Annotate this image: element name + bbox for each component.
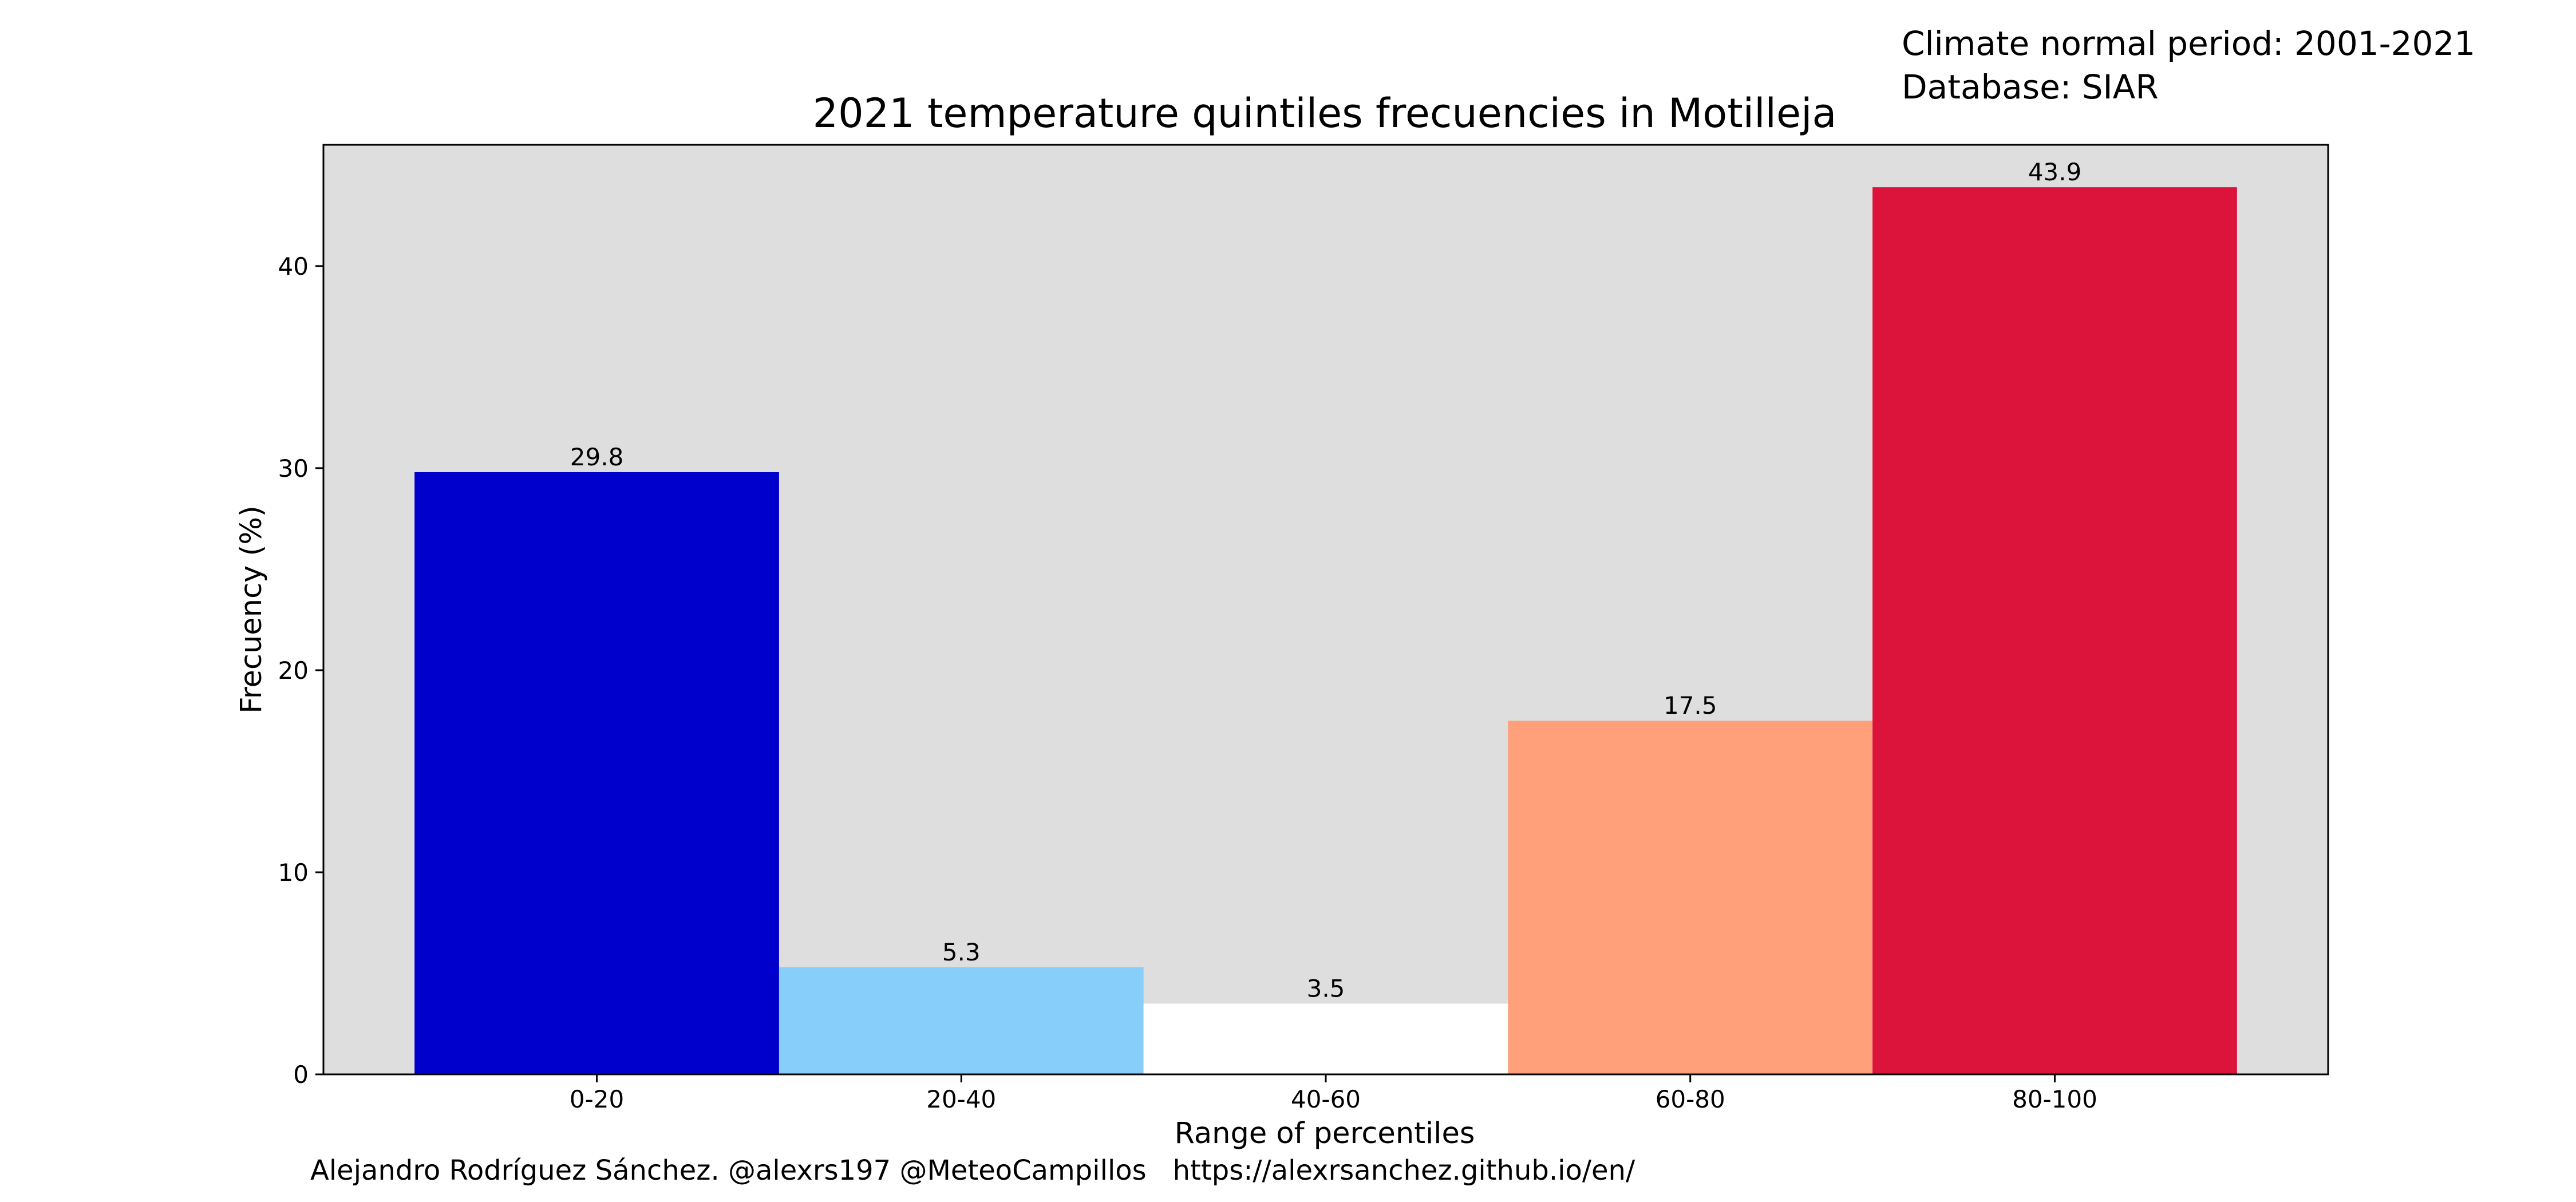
bar-80-100: [1872, 187, 2237, 1074]
x-tick-label: 80-100: [2012, 1085, 2097, 1113]
y-tick-label: 30: [278, 454, 309, 483]
x-axis-ticks: 0-20 20-40 40-60 60-80 80-100: [570, 1074, 2097, 1113]
x-tick-label: 0-20: [570, 1085, 624, 1113]
y-tick-label: 0: [293, 1061, 309, 1089]
y-tick-label: 10: [278, 859, 309, 887]
y-tick-label: 40: [278, 252, 309, 280]
bar-value-label: 5.3: [942, 938, 981, 966]
database-text: Database: SIAR: [1902, 68, 2159, 106]
author-website: https://alexrsanchez.github.io/en/: [1172, 1154, 1635, 1187]
bar-value-label: 17.5: [1664, 691, 1717, 719]
chart-meta-info: Climate normal period: 2001-2021 Databas…: [1902, 22, 2475, 109]
climate-period-text: Climate normal period: 2001-2021: [1902, 24, 2476, 63]
bars-group: [414, 187, 2237, 1074]
bar-value-label: 3.5: [1307, 974, 1345, 1002]
y-tick-label: 20: [278, 657, 309, 685]
x-tick-label: 20-40: [926, 1085, 996, 1113]
y-axis-label: Frecuency (%): [235, 505, 268, 714]
y-axis-ticks: 0 10 20 30 40: [278, 252, 323, 1089]
bar-0-20: [414, 472, 779, 1074]
credit-footer: Alejandro Rodríguez Sánchez. @alexrs197 …: [310, 1154, 1635, 1187]
bar-value-label: 43.9: [2028, 158, 2082, 186]
x-tick-label: 40-60: [1291, 1085, 1361, 1113]
author-credit: Alejandro Rodríguez Sánchez. @alexrs197 …: [310, 1154, 1147, 1187]
bar-20-40: [779, 967, 1144, 1074]
x-axis-label: Range of percentiles: [1175, 1117, 1475, 1150]
bar-value-label: 29.8: [570, 443, 624, 471]
bar-40-60: [1143, 1003, 1508, 1074]
chart-title: 2021 temperature quintiles frecuencies i…: [813, 90, 1837, 137]
bar-60-80: [1508, 721, 1873, 1074]
bar-value-labels: 29.8 5.3 3.5 17.5 43.9: [570, 158, 2081, 1002]
x-tick-label: 60-80: [1656, 1085, 1725, 1113]
